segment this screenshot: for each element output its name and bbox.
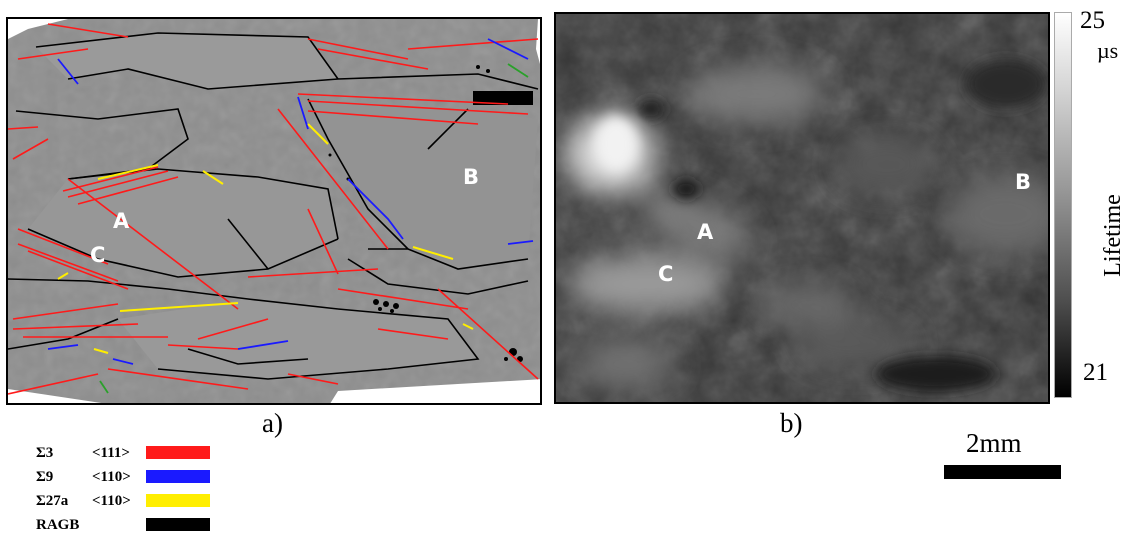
lifetime-map-panel: A B C bbox=[554, 12, 1050, 404]
colorbar-unit: µs bbox=[1097, 38, 1119, 63]
scale-bar-label: 2mm bbox=[966, 428, 1022, 458]
legend-swatch bbox=[146, 470, 210, 483]
legend-symbol: Σ9 bbox=[36, 469, 54, 485]
lifetime-map bbox=[556, 14, 1048, 402]
colorbar-min: 21 bbox=[1083, 359, 1108, 386]
legend-swatch bbox=[146, 446, 210, 459]
scale-bar bbox=[944, 465, 1061, 479]
point-label-a: A bbox=[697, 220, 714, 244]
legend-direction: <110> bbox=[92, 469, 131, 485]
legend-symbol: RAGB bbox=[36, 517, 80, 533]
point-label-c: C bbox=[90, 243, 106, 267]
legend-direction: <111> bbox=[92, 445, 130, 461]
legend-symbol: Σ3 bbox=[36, 445, 54, 461]
legend-swatch bbox=[146, 494, 210, 507]
colorbar-max: 25 bbox=[1080, 7, 1105, 34]
point-label-c: C bbox=[658, 262, 674, 286]
legend-direction: <110> bbox=[92, 493, 131, 509]
caption-a: a) bbox=[262, 408, 283, 438]
grain-boundary-map bbox=[8, 19, 540, 403]
lifetime-colorbar bbox=[1054, 12, 1072, 398]
legend-swatch bbox=[146, 518, 210, 531]
point-label-b: B bbox=[1015, 170, 1032, 194]
colorbar-label: Lifetime bbox=[1099, 194, 1126, 277]
caption-b: b) bbox=[780, 408, 803, 438]
point-label-b: B bbox=[463, 165, 480, 189]
ebsd-map-panel: A B C bbox=[6, 17, 542, 405]
point-label-a: A bbox=[113, 209, 130, 233]
legend-symbol: Σ27a bbox=[36, 493, 69, 509]
